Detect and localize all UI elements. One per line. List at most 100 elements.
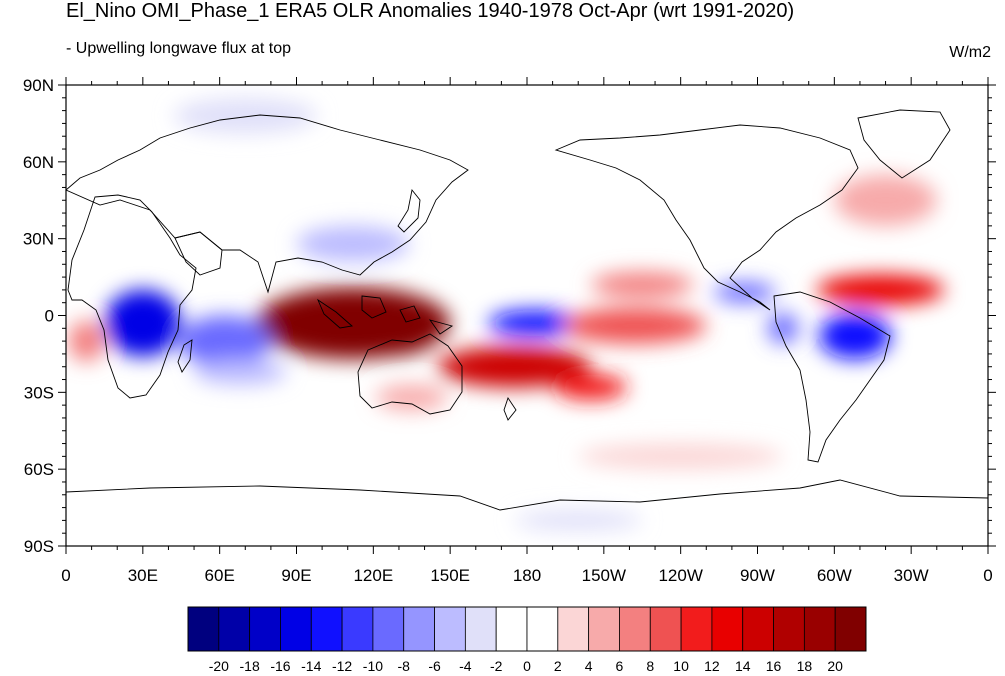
colorbar-swatch: [557, 606, 590, 652]
colorbar-swatch: [649, 606, 682, 652]
colorbar-label: 18: [797, 658, 813, 674]
anomaly-indian-ocean-south-negative: [194, 359, 287, 385]
colorbar-label: -12: [332, 658, 352, 674]
colorbar-swatch: [464, 606, 497, 652]
lon-tick-label: 90E: [281, 566, 311, 585]
axis-labels: 90N 60N 30N 0 30S 60S 90S 0 30E 60E 90E 120E 150E 180…: [23, 76, 993, 585]
colorbar-swatch: [803, 606, 836, 652]
lat-tick-label: 90N: [23, 76, 54, 95]
anomaly-atlantic-itcz-positive: [816, 274, 945, 306]
colorbar-swatch: [249, 606, 281, 652]
lon-tick-label: 0: [983, 566, 992, 585]
lon-tick-label: 60W: [817, 566, 852, 585]
colorbar-swatch: [310, 606, 343, 652]
south-america-coastline: [773, 291, 891, 463]
anomaly-north-atlantic-positive: [834, 174, 937, 226]
colorbar-label: -2: [490, 658, 503, 674]
colorbar-swatch: [526, 606, 559, 652]
lon-tick-label: 0: [61, 566, 70, 585]
colorbar-label: 20: [827, 658, 843, 674]
colorbar-label: 0: [523, 658, 531, 674]
colorbar-swatch: [588, 606, 620, 652]
lat-tick-label: 30N: [23, 230, 54, 249]
africa-coastline: [67, 194, 197, 399]
colorbar-label: 10: [673, 658, 689, 674]
colorbar-label: -6: [428, 658, 441, 674]
lat-tick-label: 90S: [24, 537, 54, 556]
colorbar-swatch: [403, 606, 435, 652]
lon-tick-label: 120E: [353, 566, 393, 585]
colorbar-label: 12: [704, 658, 720, 674]
colorbar-swatch: [711, 606, 744, 652]
antarctica-coastline: [66, 479, 988, 511]
colorbar-label: -16: [270, 658, 290, 674]
lon-tick-label: 150E: [430, 566, 470, 585]
lat-tick-label: 60S: [24, 460, 54, 479]
anomaly-west-africa-positive: [68, 320, 105, 362]
anomaly-northwest-pacific-negative: [296, 225, 410, 262]
lon-tick-label: 60E: [205, 566, 235, 585]
north-america-coastline: [554, 124, 859, 311]
colorbar-swatch: [218, 606, 251, 652]
colorbar-label: -4: [459, 658, 472, 674]
new-zealand-coastline: [503, 396, 517, 421]
eurasia-coastline: [66, 114, 469, 294]
anomaly-south-pacific-convergence-positive: [437, 346, 592, 388]
anomaly-east-pacific-positive: [562, 307, 707, 344]
colorbar-swatch: [680, 606, 713, 652]
lon-tick-label: 30W: [894, 566, 929, 585]
anomaly-spcz-tail: [555, 374, 627, 401]
colorbar-swatch: [372, 606, 405, 652]
colorbar-label: 2: [554, 658, 562, 674]
colorbar-swatch: [280, 606, 312, 652]
lon-tick-label: 150W: [582, 566, 626, 585]
lon-tick-label: 30E: [128, 566, 158, 585]
lon-tick-label: 90W: [740, 566, 775, 585]
anomaly-antarctic-negative: [514, 510, 643, 531]
anomaly-central-america-negative: [713, 282, 776, 303]
map-subtitle: - Upwelling longwave flux at top: [66, 40, 292, 57]
colorbar-swatch: [495, 606, 528, 652]
anomaly-central-pacific-negative: [488, 310, 581, 336]
lat-tick-label: 0: [45, 307, 54, 326]
lon-tick-label: 180: [513, 566, 541, 585]
colorbar-swatch: [341, 606, 374, 652]
colorbar-swatch: [434, 606, 466, 652]
colorbar-label: -10: [363, 658, 383, 674]
greenland-coastline: [857, 109, 951, 179]
anomaly-north-pacific-positive: [591, 271, 694, 298]
anomaly-field: [68, 97, 945, 531]
colorbar-label: -20: [209, 658, 229, 674]
anomaly-indian-ocean-negative: [178, 315, 271, 367]
anomaly-southern-ocean-positive: [578, 443, 784, 470]
colorbar-label: -18: [240, 658, 260, 674]
colorbar-label: -8: [398, 658, 411, 674]
anomaly-maritime-core: [334, 315, 438, 357]
lat-tick-label: 60N: [23, 153, 54, 172]
colorbar-label: -14: [301, 658, 321, 674]
anomaly-south-america-negative: [767, 312, 799, 344]
anomaly-amazon-negative: [818, 312, 891, 360]
units-label: W/m2: [949, 44, 991, 61]
colorbar-swatch: [742, 606, 774, 652]
colorbar-swatch: [619, 606, 651, 652]
anomaly-africa-negative: [104, 289, 182, 357]
madagascar-coastline: [177, 339, 193, 373]
map-title: El_Nino OMI_Phase_1 ERA5 OLR Anomalies 1…: [66, 0, 795, 22]
colorbar-frame: [187, 606, 867, 652]
australia-coastline: [357, 333, 463, 415]
maritime-continent-coastline: [316, 295, 454, 335]
colorbar-swatch: [187, 606, 220, 652]
colorbar-label: 4: [585, 658, 593, 674]
coastlines: [66, 109, 988, 511]
axis-ticks: [58, 77, 996, 554]
colorbar-label: 16: [766, 658, 782, 674]
colorbar-swatch: [773, 606, 805, 652]
colorbar-label: 6: [616, 658, 624, 674]
anomaly-siberia-negative: [173, 97, 317, 134]
anomaly-south-indian-positive: [375, 384, 448, 411]
colorbar-label: 8: [646, 658, 654, 674]
colorbar-swatch: [834, 606, 867, 652]
lon-tick-label: 120W: [658, 566, 702, 585]
colorbar: -20 -18 -16 -14 -12 -10 -8 -6 -4 -2 0 2 4 6 8 10 12 14 16 1…: [187, 606, 867, 674]
